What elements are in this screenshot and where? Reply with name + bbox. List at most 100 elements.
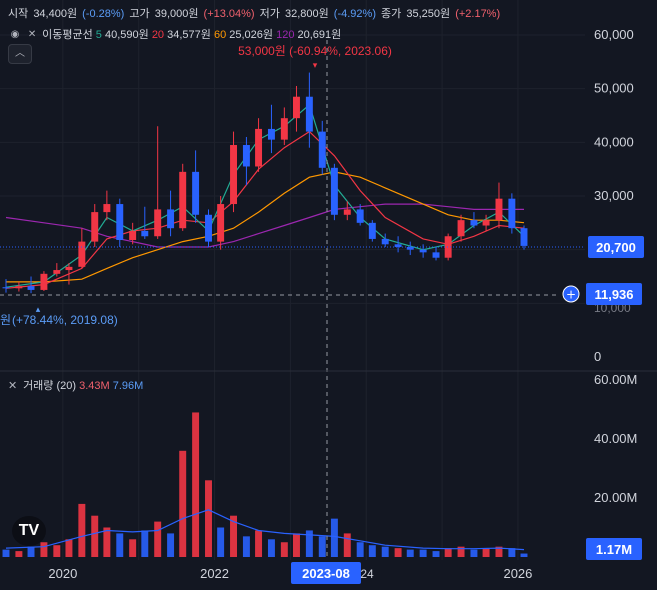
volume-bar[interactable] [343,533,351,557]
candle[interactable] [305,72,313,148]
candle[interactable] [217,196,225,250]
candle[interactable] [15,281,23,292]
volume-bar[interactable] [91,515,99,557]
candle[interactable] [280,107,288,146]
volume-bar[interactable] [457,546,465,557]
candle[interactable] [495,182,503,229]
volume-bar[interactable] [419,549,427,557]
collapse-legend-button[interactable]: ︿ [8,44,32,64]
candle[interactable] [419,244,427,258]
candle[interactable] [482,214,490,231]
volume-bar[interactable] [318,536,326,557]
candle[interactable] [356,204,364,226]
volume-legend[interactable]: ✕ 거래량 (20) 3.43M 7.96M [8,377,143,393]
candle[interactable] [406,241,414,256]
volume-bar[interactable] [141,530,149,557]
volume-bar[interactable] [242,536,250,557]
volume-bar[interactable] [368,545,376,557]
volume-bar[interactable] [394,548,402,557]
volume-bar[interactable] [520,553,528,557]
volume-axis[interactable]: 60.00M 40.00M 20.00M [594,372,637,505]
candle[interactable] [242,136,250,186]
volume-bar[interactable] [508,548,516,557]
add-alert-button[interactable] [562,285,580,303]
candle[interactable] [520,225,528,250]
volume-bar[interactable] [65,539,73,557]
candle[interactable] [40,271,48,291]
volume-bar[interactable] [482,548,490,557]
ma-legend[interactable]: ◉ ✕ 이동평균선 5 40,590원 20 34,577원 60 25,026… [8,26,342,42]
candle[interactable] [381,233,389,247]
ma20-period: 20 [151,29,165,41]
candle[interactable] [330,163,338,221]
volume-bar[interactable] [267,539,275,557]
candle[interactable] [116,198,124,247]
candlestick-series[interactable] [2,72,528,294]
volume-bar[interactable] [255,530,263,557]
candle[interactable] [65,263,73,285]
volume-bar[interactable] [432,551,440,557]
candle[interactable] [457,214,465,242]
price-axis[interactable]: 60,000 50,000 40,000 30,000 0 [594,27,634,364]
ma120-period: 120 [276,29,295,41]
candle[interactable] [394,236,402,253]
candle[interactable] [267,104,275,154]
candle[interactable] [154,126,162,239]
tradingview-logo[interactable]: TV [12,516,46,546]
candle[interactable] [205,209,212,247]
candle[interactable] [167,190,175,237]
candle[interactable] [53,263,61,277]
volume-bar[interactable] [495,546,503,557]
volume-bar[interactable] [179,450,187,557]
volume-bar[interactable] [406,549,414,557]
volume-bar[interactable] [167,533,175,557]
candle[interactable] [2,279,10,293]
time-axis[interactable]: 2020 2022 2026 [48,566,532,581]
volume-bar[interactable] [27,546,35,557]
volume-bar[interactable] [2,549,10,557]
volume-bar[interactable] [470,549,478,557]
volume-bar[interactable] [78,503,86,557]
candle[interactable] [318,120,326,175]
volume-bar[interactable] [129,539,137,557]
volume-bar[interactable] [381,546,389,557]
candle[interactable] [141,206,149,239]
volume-bar[interactable] [230,515,238,557]
candle[interactable] [432,246,440,261]
candle[interactable] [508,193,516,234]
candle[interactable] [255,118,263,172]
volume-series[interactable] [2,412,528,558]
candle[interactable] [129,222,137,245]
volume-bar[interactable] [330,518,338,557]
volume-bar[interactable] [40,542,48,557]
volume-bar[interactable] [205,480,212,557]
candle[interactable] [444,233,452,261]
volume-bar[interactable] [356,542,364,557]
volume-bar[interactable] [53,545,61,557]
volume-bar[interactable] [103,527,111,558]
volume-bar[interactable] [154,521,162,557]
volume-bar[interactable] [15,551,23,557]
candle[interactable] [368,220,376,242]
candle[interactable] [103,190,111,221]
candle[interactable] [293,85,300,132]
candle[interactable] [27,276,35,294]
candle[interactable] [343,201,351,221]
candle[interactable] [230,131,238,213]
candle[interactable] [78,228,86,269]
volume-bar[interactable] [116,533,124,557]
volume-bar[interactable] [293,533,300,557]
volume-bar[interactable] [280,542,288,557]
candle[interactable] [470,212,478,229]
volume-bar[interactable] [444,548,452,557]
volume-bar[interactable] [192,412,200,557]
candle[interactable] [179,163,187,231]
volume-bar[interactable] [305,530,313,557]
close-icon[interactable]: ✕ [27,29,37,41]
close-icon[interactable]: ✕ [8,380,18,392]
volume-bar[interactable] [217,527,225,558]
eye-toggle-icon[interactable]: ◉ [10,29,20,41]
candle[interactable] [91,204,99,247]
candle[interactable] [192,150,200,223]
